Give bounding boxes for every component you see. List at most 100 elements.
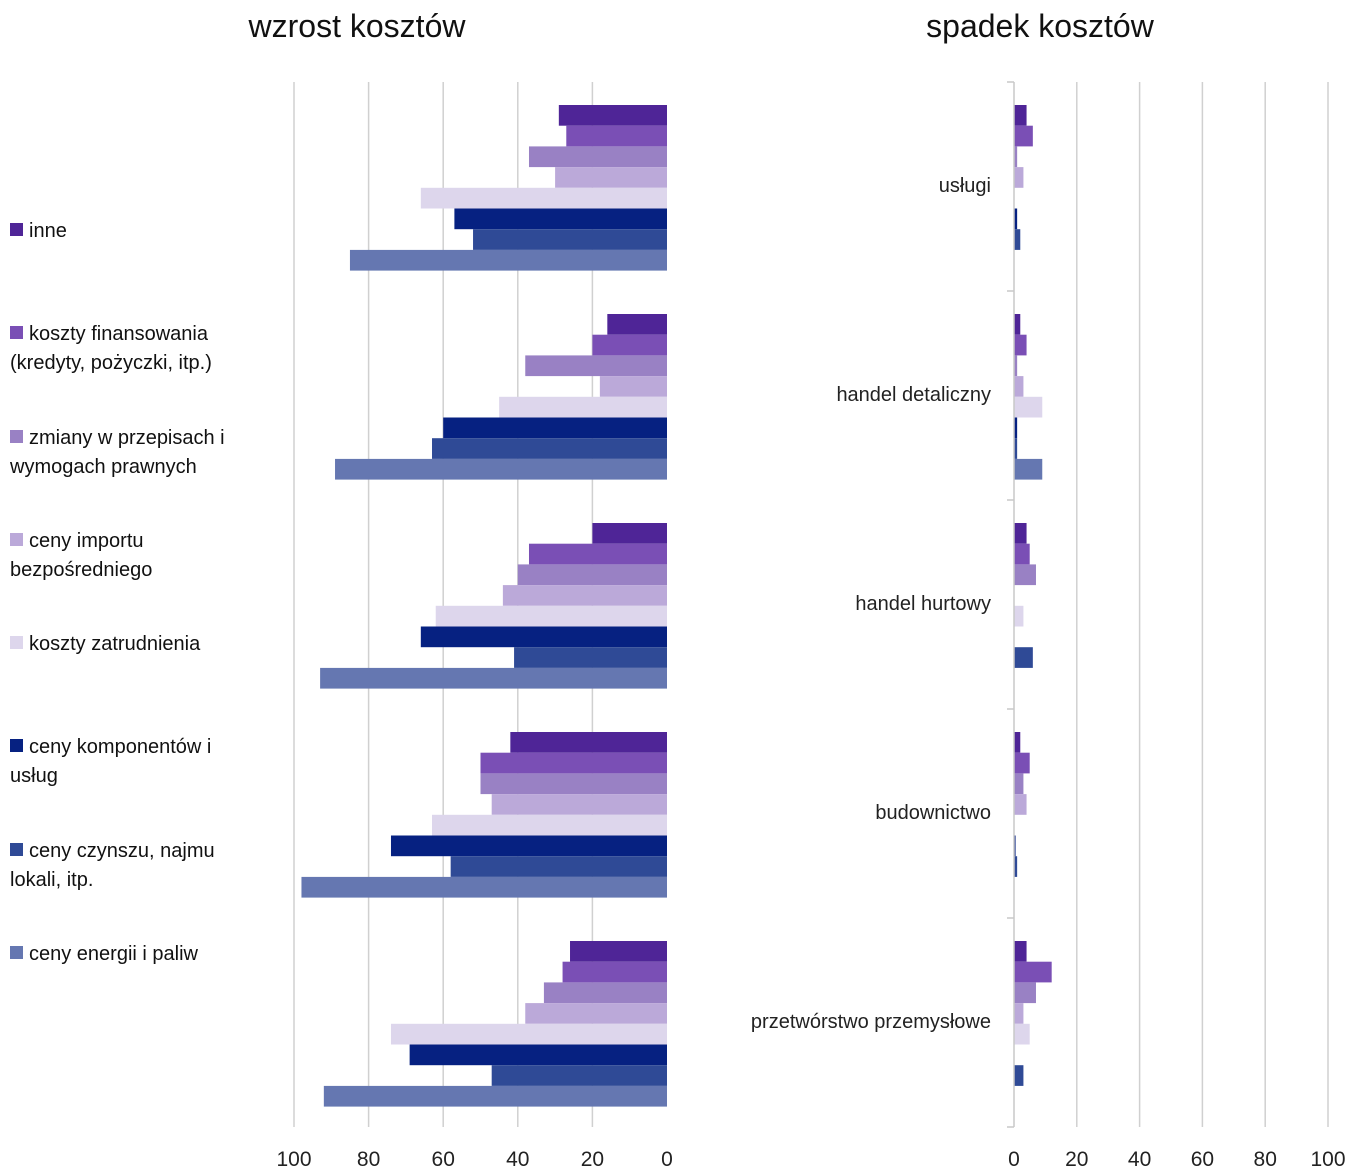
bar — [420, 626, 667, 648]
bar — [1014, 1003, 1024, 1024]
legend-item-ceny-komponentow: ceny komponentów i usług — [10, 733, 250, 791]
bar — [1014, 856, 1018, 877]
legend-item-ceny-czynszu: ceny czynszu, najmu lokali, itp. — [10, 837, 240, 895]
category-label: budownictwo — [875, 802, 991, 824]
bar — [491, 794, 667, 815]
bar — [1014, 523, 1027, 544]
legend-item-ceny-importu: ceny importu bezpośredniego — [10, 527, 210, 585]
bar — [1014, 438, 1018, 459]
bar — [1014, 647, 1033, 668]
bar — [517, 564, 667, 586]
bar — [473, 229, 667, 250]
legend-swatch — [10, 326, 23, 339]
legend-label: ceny czynszu, najmu lokali, itp. — [10, 840, 215, 891]
bar — [420, 187, 667, 209]
bar — [435, 605, 667, 627]
bar — [558, 105, 667, 126]
bar — [480, 752, 667, 774]
bar — [1014, 355, 1018, 377]
bar — [1014, 125, 1033, 147]
bar — [1014, 961, 1052, 983]
legend-swatch — [10, 430, 23, 443]
tick-label: 40 — [1128, 1148, 1151, 1169]
tick-label: 20 — [1065, 1148, 1088, 1169]
left-chart-title: wzrost kosztów — [248, 8, 466, 44]
legend-item-koszty-zatrudnienia: koszty zatrudnienia — [10, 630, 260, 659]
legend-swatch — [10, 223, 23, 236]
bar — [450, 856, 667, 877]
bar — [1014, 564, 1036, 586]
bar — [390, 1023, 667, 1045]
bar — [1014, 229, 1021, 250]
legend-item-koszty-finansowania: koszty finansowania (kredyty, pożyczki, … — [10, 320, 240, 378]
legend-item-inne: inne — [10, 217, 260, 246]
tick-label: 20 — [581, 1148, 604, 1169]
bar — [566, 125, 667, 147]
bar — [555, 167, 667, 188]
bar — [443, 417, 667, 439]
legend-label: inne — [29, 220, 67, 242]
bar — [432, 814, 667, 836]
bar — [502, 585, 667, 606]
category-label: usługi — [939, 175, 991, 197]
bar — [1014, 941, 1027, 962]
bar — [1014, 105, 1027, 126]
legend-swatch — [10, 533, 23, 546]
bar — [1014, 396, 1043, 418]
bar — [390, 835, 667, 857]
bar — [335, 458, 667, 480]
bar — [525, 355, 667, 377]
bar — [1014, 732, 1021, 753]
right-chart-title: spadek kosztów — [926, 8, 1154, 44]
bar — [1014, 1023, 1030, 1045]
bar — [1014, 458, 1043, 480]
bar — [1014, 773, 1024, 795]
bar — [528, 543, 667, 565]
bar — [349, 249, 667, 271]
tick-label: 100 — [276, 1148, 311, 1169]
legend-swatch — [10, 636, 23, 649]
bar — [409, 1044, 667, 1066]
tick-label: 100 — [1310, 1148, 1345, 1169]
tick-label: 60 — [1191, 1148, 1214, 1169]
bar — [301, 876, 667, 898]
bar — [499, 396, 667, 418]
legend-label: zmiany w przepisach i wymogach prawnych — [10, 427, 225, 478]
legend-swatch — [10, 739, 23, 752]
tick-label: 80 — [357, 1148, 380, 1169]
bar — [432, 438, 667, 459]
category-label: handel hurtowy — [855, 593, 991, 615]
tick-label: 40 — [506, 1148, 529, 1169]
bar — [1014, 605, 1024, 627]
bar — [1014, 146, 1018, 168]
bar — [1014, 1065, 1024, 1086]
bar — [320, 667, 667, 689]
category-label: przetwórstwo przemysłowe — [751, 1011, 991, 1033]
tick-label: 0 — [1008, 1148, 1020, 1169]
bar — [454, 208, 667, 230]
legend-swatch — [10, 843, 23, 856]
bar — [592, 523, 667, 544]
bar — [1014, 543, 1030, 565]
bar — [514, 647, 667, 668]
bar — [525, 1003, 667, 1024]
tick-label: 80 — [1254, 1148, 1277, 1169]
bar — [510, 732, 667, 753]
legend-label: ceny komponentów i usług — [10, 736, 212, 787]
bar — [1014, 376, 1024, 397]
bar — [1014, 417, 1018, 439]
tick-label: 0 — [661, 1148, 673, 1169]
tick-label: 60 — [432, 1148, 455, 1169]
legend-swatch — [10, 946, 23, 959]
legend-label: koszty finansowania (kredyty, pożyczki, … — [10, 323, 212, 374]
bar — [570, 941, 667, 962]
legend-item-zmiany-w-przepisach: zmiany w przepisach i wymogach prawnych — [10, 424, 240, 482]
bar — [480, 773, 667, 795]
bar — [528, 146, 667, 168]
bar — [491, 1065, 667, 1086]
bar — [592, 334, 667, 356]
bar — [1014, 334, 1027, 356]
category-label: handel detaliczny — [836, 384, 991, 406]
bar — [1014, 752, 1030, 774]
